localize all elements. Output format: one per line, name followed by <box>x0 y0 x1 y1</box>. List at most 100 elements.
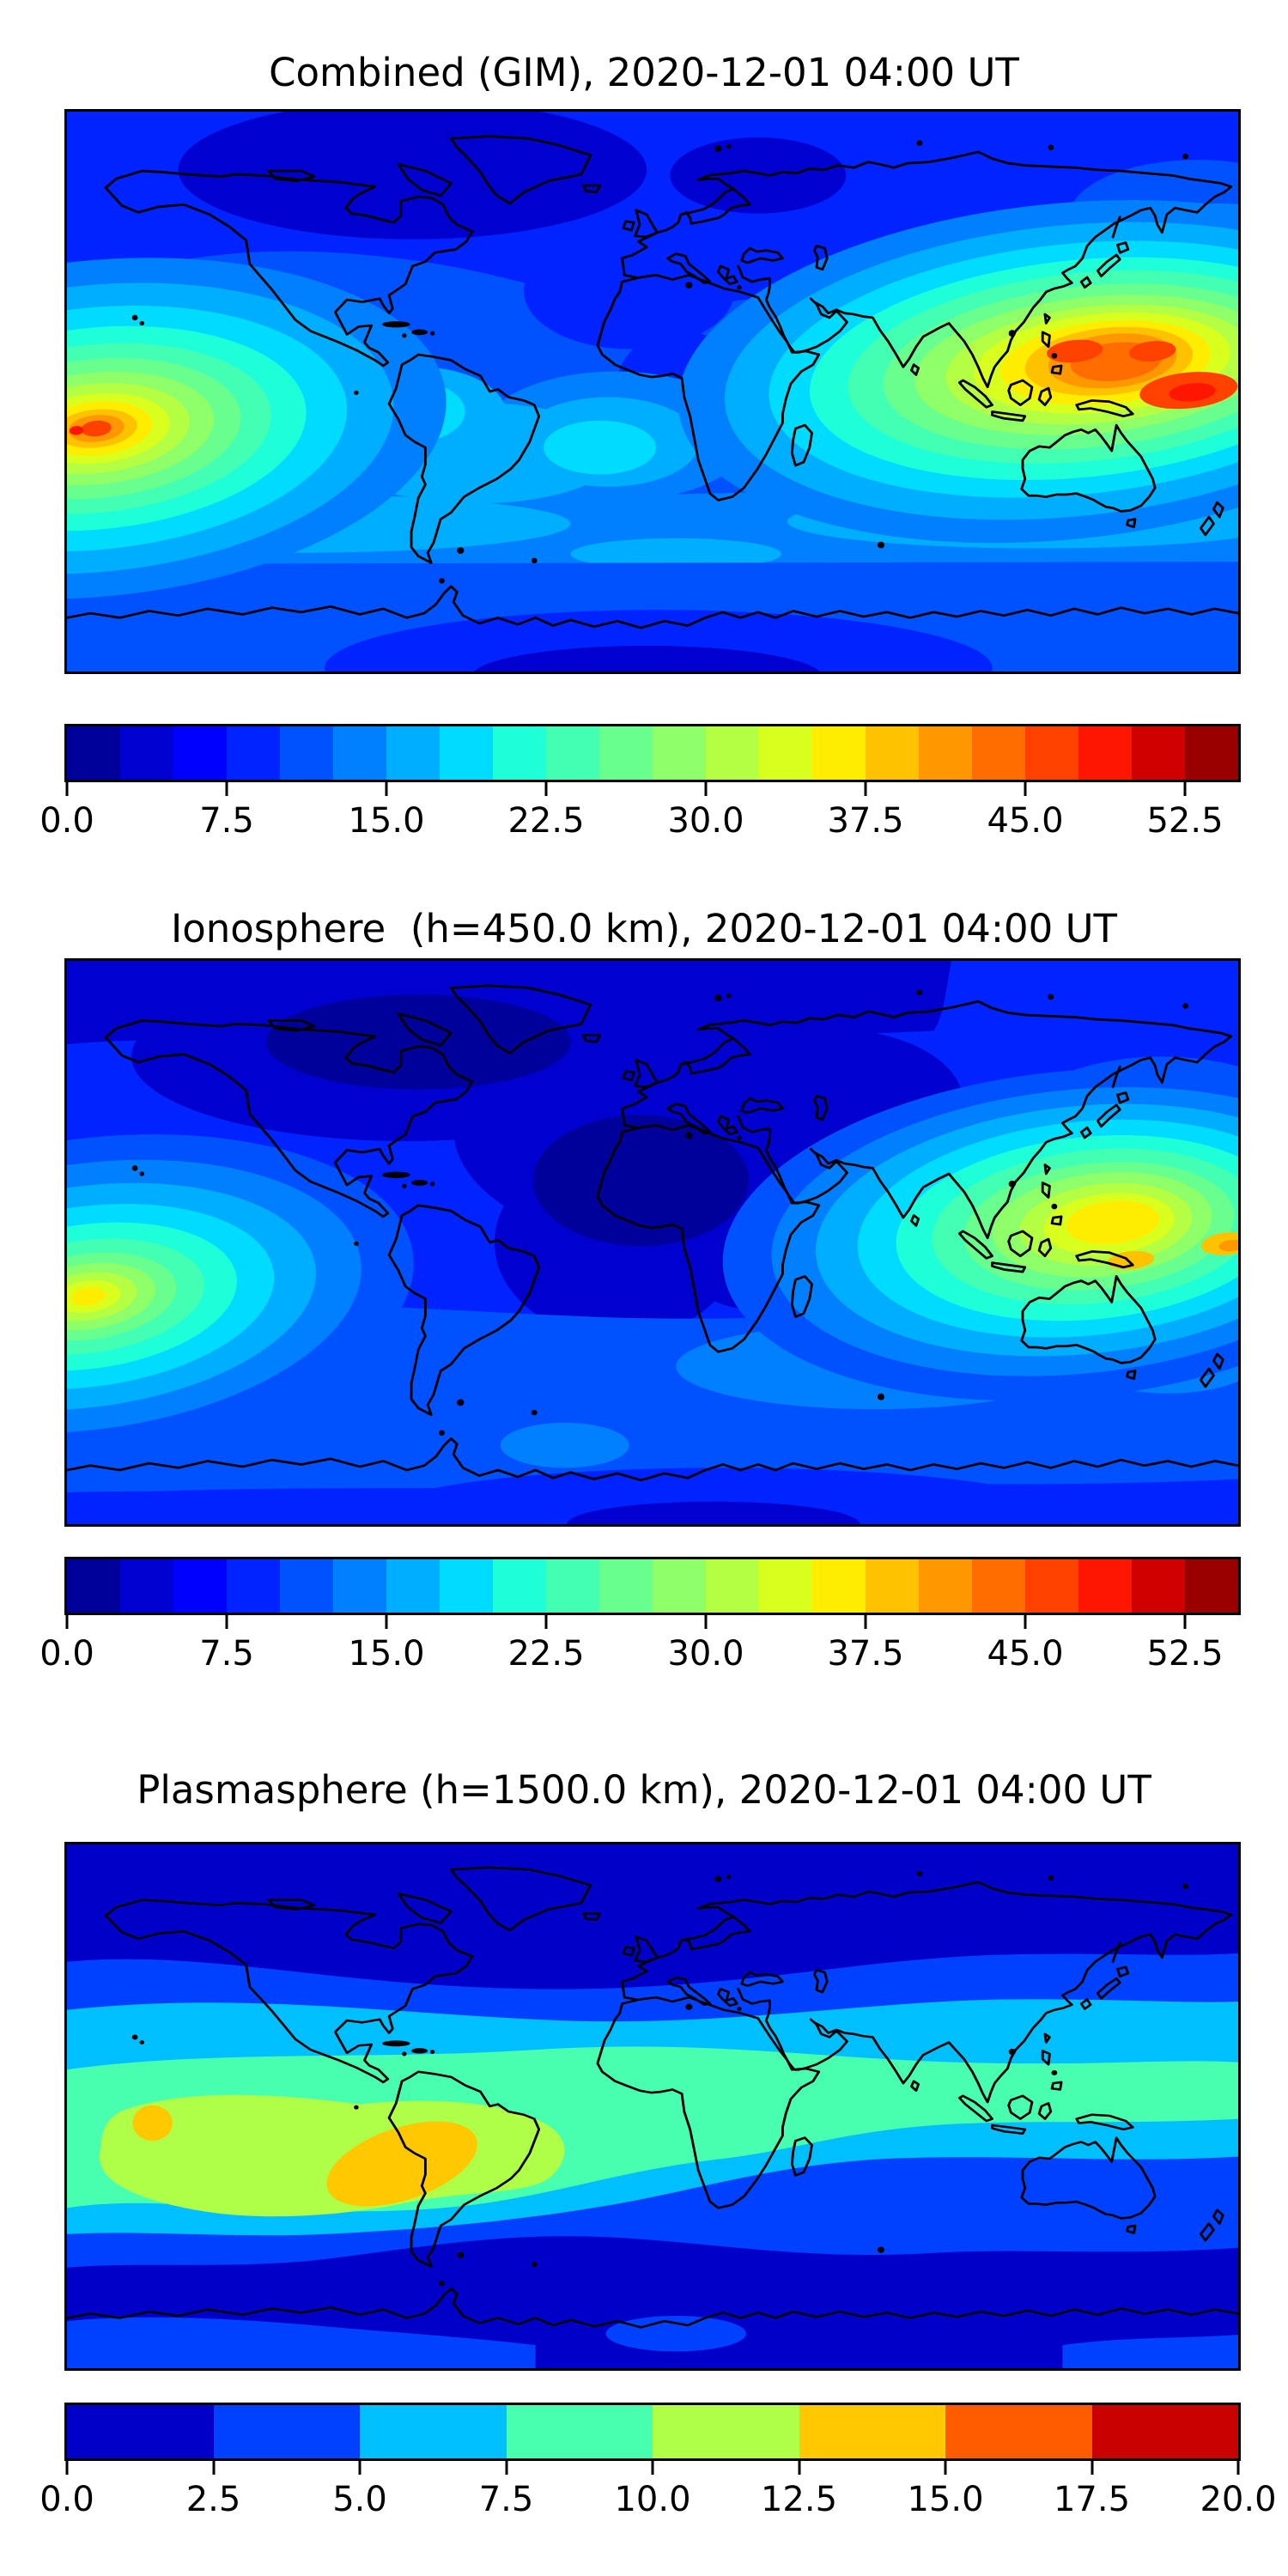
colorbar-tick-label: 7.5 <box>199 1634 254 1674</box>
colorbar-segment <box>706 726 759 780</box>
colorbar-segment <box>227 726 280 780</box>
colorbar-tick-label: 10.0 <box>614 2480 691 2519</box>
colorbar-tick-mark <box>651 2461 654 2475</box>
colorbar-tick-mark <box>864 1615 867 1629</box>
colorbar-tick-mark <box>385 782 388 796</box>
colorbar-tick-mark <box>1091 2461 1093 2475</box>
colorbar-segment <box>280 726 333 780</box>
panel3-map <box>64 1842 1241 2371</box>
colorbar-tick-mark <box>1183 782 1187 796</box>
colorbar-segment <box>506 2405 653 2458</box>
panel2-contour-map <box>67 961 1238 1524</box>
colorbar-tick-label: 52.5 <box>1146 801 1224 841</box>
panel1-title: Combined (GIM), 2020-12-01 04:00 UT <box>269 50 1019 95</box>
colorbar-segment <box>227 1559 280 1613</box>
colorbar-tick-mark <box>1024 1615 1027 1629</box>
colorbar-tick-mark <box>505 2461 507 2475</box>
panel2-colorbar <box>64 1557 1241 1615</box>
colorbar-segment <box>1078 1559 1132 1613</box>
colorbar-tick-mark <box>544 1615 548 1629</box>
colorbar-segment <box>493 726 546 780</box>
colorbar-segment <box>866 1559 919 1613</box>
colorbar-tick-label: 15.0 <box>348 1634 425 1674</box>
colorbar-tick-mark <box>65 2461 69 2475</box>
colorbar-tick-label: 20.0 <box>1200 2480 1277 2519</box>
colorbar-segment <box>759 1559 812 1613</box>
colorbar-segment <box>280 1559 333 1613</box>
colorbar-segment <box>67 726 120 780</box>
colorbar-segment <box>799 2405 945 2458</box>
colorbar-segment <box>599 726 653 780</box>
colorbar-segment <box>360 2405 507 2458</box>
colorbar-tick-mark <box>864 782 867 796</box>
colorbar-segment <box>546 1559 599 1613</box>
colorbar-segment <box>1025 1559 1078 1613</box>
colorbar-segment <box>546 726 599 780</box>
colorbar-tick-label: 52.5 <box>1146 1634 1224 1674</box>
colorbar-tick-mark <box>544 782 548 796</box>
colorbar-tick-mark <box>944 2461 947 2475</box>
colorbar-tick-label: 45.0 <box>987 1634 1064 1674</box>
colorbar-segment <box>1078 726 1132 780</box>
panel2-map <box>64 958 1241 1527</box>
colorbar-tick-label: 17.5 <box>1053 2480 1131 2519</box>
colorbar-tick-mark <box>385 1615 388 1629</box>
colorbar-tick-label: 37.5 <box>827 801 904 841</box>
colorbar-segment <box>945 2405 1092 2458</box>
colorbar-segment <box>1132 726 1185 780</box>
colorbar-segment <box>706 1559 759 1613</box>
colorbar-tick-label: 30.0 <box>667 801 744 841</box>
colorbar-tick-label: 7.5 <box>478 2480 534 2519</box>
colorbar-tick-label: 30.0 <box>667 1634 744 1674</box>
colorbar-segment <box>213 2405 360 2458</box>
colorbar-tick-label: 0.0 <box>39 801 94 841</box>
colorbar-segment <box>919 1559 972 1613</box>
colorbar-segment <box>919 726 972 780</box>
colorbar-tick-label: 0.0 <box>39 2480 94 2519</box>
panel2-title: Ionosphere (h=450.0 km), 2020-12-01 04:0… <box>170 906 1118 951</box>
colorbar-tick-mark <box>212 2461 215 2475</box>
colorbar-segment <box>120 1559 173 1613</box>
colorbar-tick-mark <box>225 1615 228 1629</box>
colorbar-segment <box>67 2405 214 2458</box>
colorbar-segment <box>493 1559 546 1613</box>
colorbar-segment <box>333 726 386 780</box>
colorbar-segment <box>653 1559 706 1613</box>
colorbar-tick-mark <box>65 1615 69 1629</box>
panel1-colorbar <box>64 724 1241 782</box>
panel3-colorbar <box>64 2403 1241 2461</box>
panel1-map <box>64 109 1241 674</box>
colorbar-segment <box>440 1559 493 1613</box>
colorbar-segment <box>1185 726 1238 780</box>
colorbar-segment <box>1091 2405 1238 2458</box>
colorbar-tick-label: 0.0 <box>39 1634 94 1674</box>
colorbar-tick-mark <box>1183 1615 1187 1629</box>
panel3-colorbar-ticks: 0.0 2.5 5.0 7.5 10.0 12.5 15.0 17.5 20.0 <box>39 2461 1277 2555</box>
colorbar-tick-mark <box>704 782 708 796</box>
colorbar-tick-label: 15.0 <box>348 801 425 841</box>
colorbar-tick-label: 2.5 <box>185 2480 241 2519</box>
colorbar-segment <box>653 726 706 780</box>
panel1-contour-map <box>67 112 1238 671</box>
panel1-colorbar-ticks: 0.0 7.5 15.0 22.5 30.0 37.5 45.0 52.5 <box>39 782 1238 877</box>
colorbar-tick-mark <box>1236 2461 1240 2475</box>
colorbar-tick-label: 7.5 <box>199 801 254 841</box>
colorbar-segment <box>812 726 866 780</box>
colorbar-segment <box>386 726 440 780</box>
colorbar-tick-label: 22.5 <box>507 1634 585 1674</box>
panel3-contour-map <box>67 1844 1238 2368</box>
colorbar-segment <box>812 1559 866 1613</box>
colorbar-segment <box>67 1559 120 1613</box>
colorbar-segment <box>440 726 493 780</box>
colorbar-segment <box>333 1559 386 1613</box>
colorbar-segment <box>173 726 227 780</box>
colorbar-tick-mark <box>704 1615 708 1629</box>
colorbar-tick-label: 45.0 <box>987 801 1064 841</box>
colorbar-tick-mark <box>225 782 228 796</box>
colorbar-segment <box>120 726 173 780</box>
colorbar-tick-mark <box>1024 782 1027 796</box>
colorbar-tick-mark <box>65 782 69 796</box>
colorbar-segment <box>1185 1559 1238 1613</box>
colorbar-tick-mark <box>798 2461 800 2475</box>
